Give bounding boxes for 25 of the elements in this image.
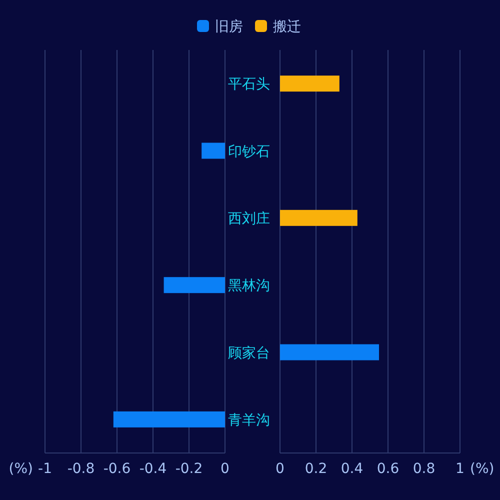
bar xyxy=(280,210,358,226)
y-tick-label: 顾家台 xyxy=(228,345,270,362)
bar xyxy=(280,344,379,360)
x-tick-label: 0 xyxy=(220,461,230,477)
x-tick-label: -0.6 xyxy=(103,461,131,477)
y-tick-label: 黑林沟 xyxy=(228,278,270,294)
bar xyxy=(280,76,340,92)
x-tick-label: -0.4 xyxy=(139,461,167,477)
legend-label: 旧房 xyxy=(215,19,243,35)
x-tick-label: 0.6 xyxy=(376,461,400,477)
y-tick-label: 青羊沟 xyxy=(228,412,270,428)
x-tick-label: -1 xyxy=(38,461,52,477)
x-tick-label: -0.8 xyxy=(67,461,95,477)
x-tick-label: 0.2 xyxy=(304,461,328,477)
x-tick-label: 1 xyxy=(456,461,464,477)
x-axis-title: (%) xyxy=(470,461,494,477)
x-tick-label: 0.4 xyxy=(340,461,364,477)
x-tick-label: -0.2 xyxy=(175,461,203,477)
x-tick-label: 0 xyxy=(276,461,284,477)
x-tick-label: 0.8 xyxy=(412,461,436,477)
legend-label: 搬迁 xyxy=(273,19,301,35)
y-tick-label: 印钞石 xyxy=(228,144,270,160)
y-tick-label: 西刘庄 xyxy=(228,210,270,227)
y-tick-label: 平石头 xyxy=(228,76,270,93)
x-axis-title: (%) xyxy=(8,461,33,477)
